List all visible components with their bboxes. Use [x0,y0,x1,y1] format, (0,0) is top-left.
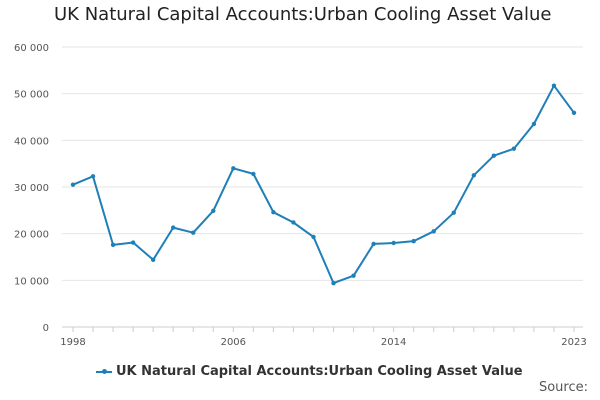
data-point [191,230,196,235]
data-point [571,110,577,116]
data-point [431,229,436,234]
data-point [90,174,96,179]
data-point [110,242,116,248]
legend-label: UK Natural Capital Accounts:Urban Coolin… [116,364,523,379]
data-point [551,83,557,88]
series-line [72,84,575,285]
data-point [150,257,156,262]
data-point [271,210,276,215]
data-point [311,234,316,240]
y-axis: 0 10 000 20 000 30 000 40 000 50 000 60 000 [14,43,49,334]
data-point [451,210,456,215]
data-point [411,238,416,244]
x-tick-label: 1998 [60,337,85,348]
data-point [331,280,336,286]
y-tick-label: 10 000 [14,276,49,287]
data-point [130,240,136,245]
x-tick-label: 2006 [221,337,246,348]
x-tick-label: 2014 [381,337,406,348]
y-tick-label: 60 000 [14,43,49,54]
x-axis: 1998 2006 2014 2023 [60,326,587,348]
data-point [171,225,176,230]
x-tick-label: 2023 [561,337,586,348]
chart-title: UK Natural Capital Accounts:Urban Coolin… [54,4,552,25]
data-point [211,208,216,213]
y-tick-label: 0 [43,323,49,334]
data-point [531,121,537,127]
legend[interactable]: UK Natural Capital Accounts:Urban Coolin… [96,364,523,379]
legend-swatch [96,368,112,374]
data-point [471,173,476,178]
data-point [251,171,256,177]
data-point [511,146,517,151]
data-point [231,166,236,171]
data-point [351,273,356,278]
data-point [391,240,396,246]
source-label: Source: [538,380,588,395]
data-point [291,220,296,225]
y-tick-label: 30 000 [14,183,49,194]
data-point [491,153,497,158]
data-point [70,182,76,187]
y-tick-label: 50 000 [14,90,49,101]
y-tick-label: 20 000 [14,230,49,241]
series-group [70,83,577,286]
data-point [371,241,376,247]
y-tick-label: 40 000 [14,136,49,147]
gridlines [62,46,583,281]
